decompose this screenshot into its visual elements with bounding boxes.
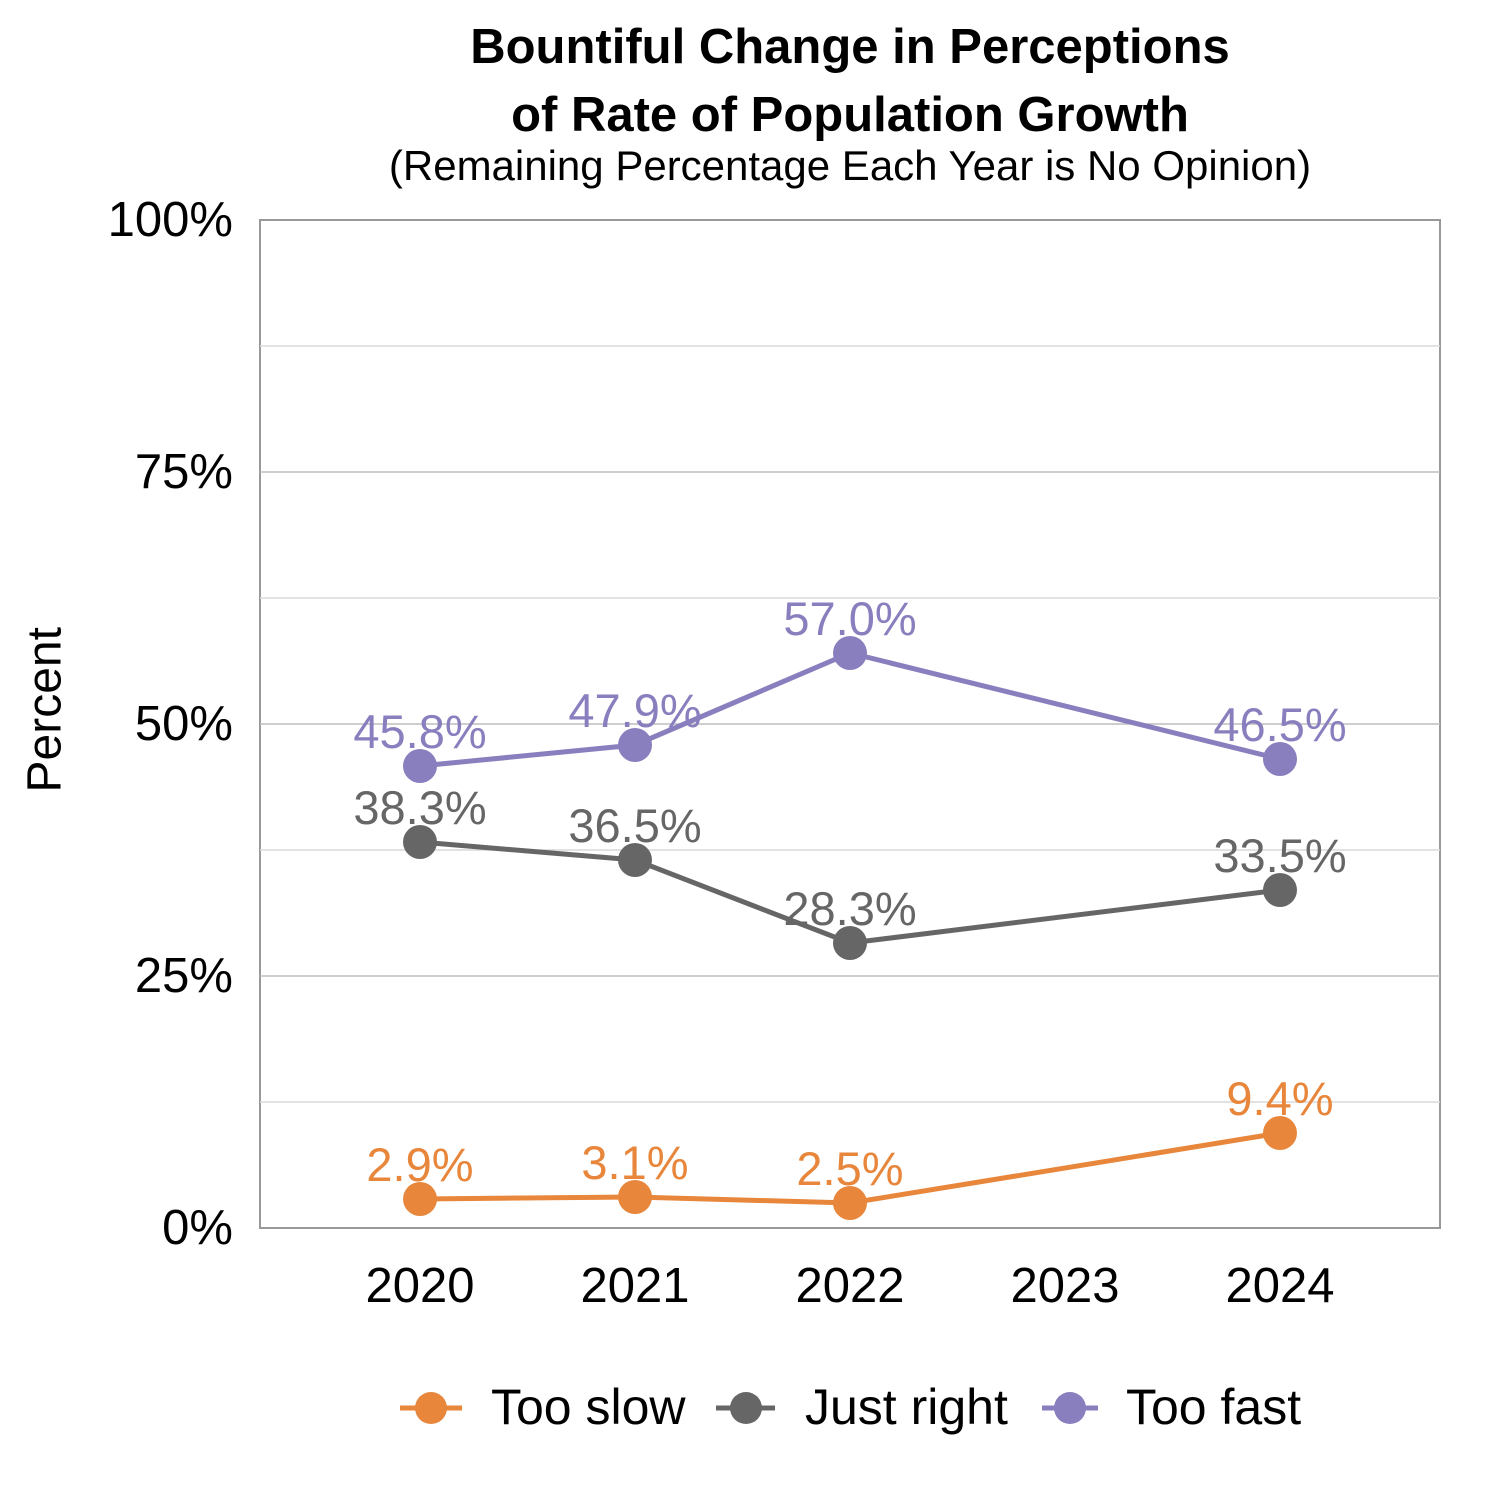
svg-text:46.5%: 46.5%: [1213, 698, 1346, 751]
svg-text:2022: 2022: [795, 1259, 904, 1313]
svg-text:33.5%: 33.5%: [1213, 829, 1346, 882]
svg-text:25%: 25%: [135, 949, 233, 1003]
svg-text:100%: 100%: [108, 193, 233, 247]
svg-text:50%: 50%: [135, 697, 233, 751]
svg-text:57.0%: 57.0%: [783, 592, 916, 645]
svg-text:28.3%: 28.3%: [783, 882, 916, 935]
svg-text:3.1%: 3.1%: [581, 1136, 688, 1189]
svg-text:2.5%: 2.5%: [796, 1142, 903, 1195]
svg-text:75%: 75%: [135, 445, 233, 499]
svg-text:0%: 0%: [162, 1201, 233, 1255]
svg-text:Too slow: Too slow: [491, 1379, 686, 1435]
svg-text:Too fast: Too fast: [1126, 1379, 1301, 1435]
svg-text:2023: 2023: [1010, 1259, 1119, 1313]
svg-text:47.9%: 47.9%: [568, 684, 701, 737]
svg-text:2024: 2024: [1225, 1259, 1334, 1313]
svg-text:2020: 2020: [365, 1259, 474, 1313]
svg-text:9.4%: 9.4%: [1226, 1072, 1333, 1125]
svg-text:2021: 2021: [580, 1259, 689, 1313]
svg-text:38.3%: 38.3%: [353, 781, 486, 834]
svg-text:Just right: Just right: [805, 1379, 1008, 1435]
svg-text:45.8%: 45.8%: [353, 705, 486, 758]
svg-text:2.9%: 2.9%: [366, 1138, 473, 1191]
svg-text:36.5%: 36.5%: [568, 799, 701, 852]
